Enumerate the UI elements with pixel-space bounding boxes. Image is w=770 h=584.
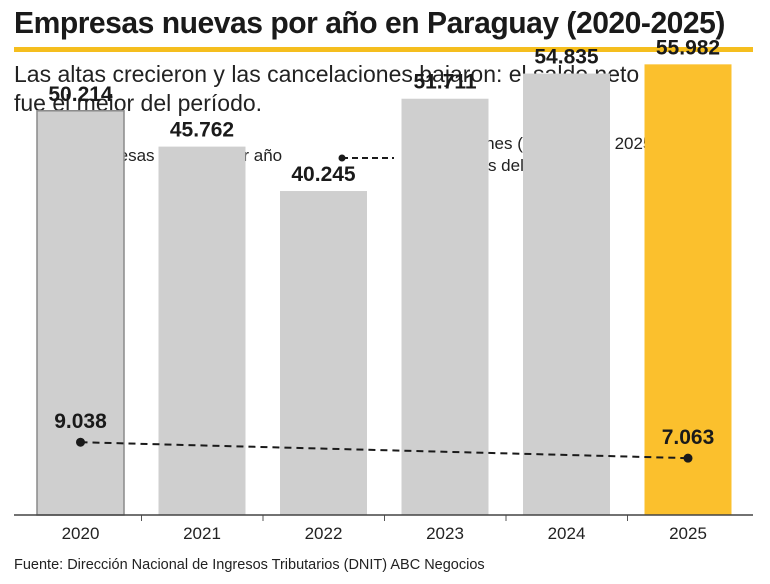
bar-2025 [644, 64, 732, 515]
bar-value-label-2023: 51.711 [413, 71, 476, 94]
x-tick-label-2024: 2024 [548, 524, 586, 543]
legend-dashed-line-icon [338, 154, 394, 162]
bar-value-label-2022: 40.245 [291, 163, 356, 186]
bar-value-label-2024: 54.835 [534, 46, 599, 69]
cancellations-line [80, 441, 689, 460]
bar-2024 [523, 73, 610, 515]
bar-2023 [401, 98, 489, 516]
bar-value-label-2020: 50.214 [48, 83, 113, 106]
title-underline [14, 47, 753, 52]
bar-value-label-2021: 45.762 [170, 119, 234, 142]
source-note: Fuente: Dirección Nacional de Ingresos T… [14, 557, 485, 573]
x-tick-label-2021: 2021 [183, 524, 221, 543]
bar-value-label-2025: 55.982 [656, 36, 720, 59]
cancellations-point-2025 [683, 453, 693, 463]
bar-2020 [36, 110, 125, 516]
bar-2022 [280, 191, 367, 515]
cancellations-label-2020: 9.038 [54, 410, 107, 433]
bar-2021 [158, 146, 246, 515]
x-tick-label-2023: 2023 [426, 524, 464, 543]
cancellations-point-2020 [76, 437, 85, 447]
x-tick-label-2025: 2025 [669, 524, 707, 543]
cancellations-label-2025: 7.063 [662, 426, 715, 449]
chart-title: Empresas nuevas por año en Paraguay (202… [14, 5, 725, 40]
x-tick-label-2020: 2020 [62, 524, 100, 543]
x-tick-label-2022: 2022 [305, 524, 343, 543]
